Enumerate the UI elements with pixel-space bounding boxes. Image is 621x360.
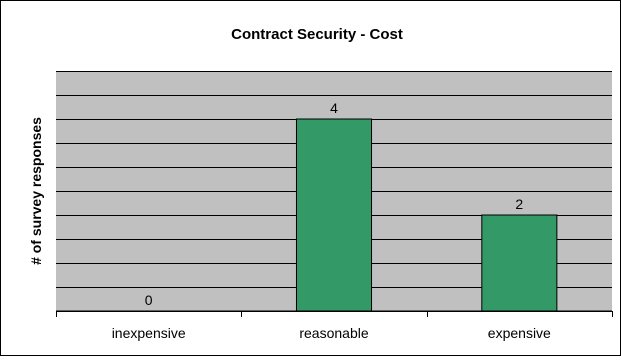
- y-axis-title: # of survey responses: [28, 117, 44, 265]
- data-labels: 0 4 2: [145, 100, 524, 308]
- data-label-expensive: 2: [515, 196, 523, 212]
- x-axis-ticks: [56, 311, 613, 317]
- x-tick-label-inexpensive: inexpensive: [112, 325, 186, 341]
- data-label-inexpensive: 0: [145, 292, 153, 308]
- x-tick-label-reasonable: reasonable: [299, 325, 368, 341]
- x-axis-labels: inexpensive reasonable expensive: [112, 325, 551, 341]
- x-tick-label-expensive: expensive: [488, 325, 551, 341]
- bars: [295, 118, 558, 312]
- bar-reasonable: [295, 118, 373, 312]
- chart-title: Contract Security - Cost: [231, 26, 403, 43]
- data-label-reasonable: 4: [330, 100, 338, 116]
- bar-expensive: [481, 214, 558, 312]
